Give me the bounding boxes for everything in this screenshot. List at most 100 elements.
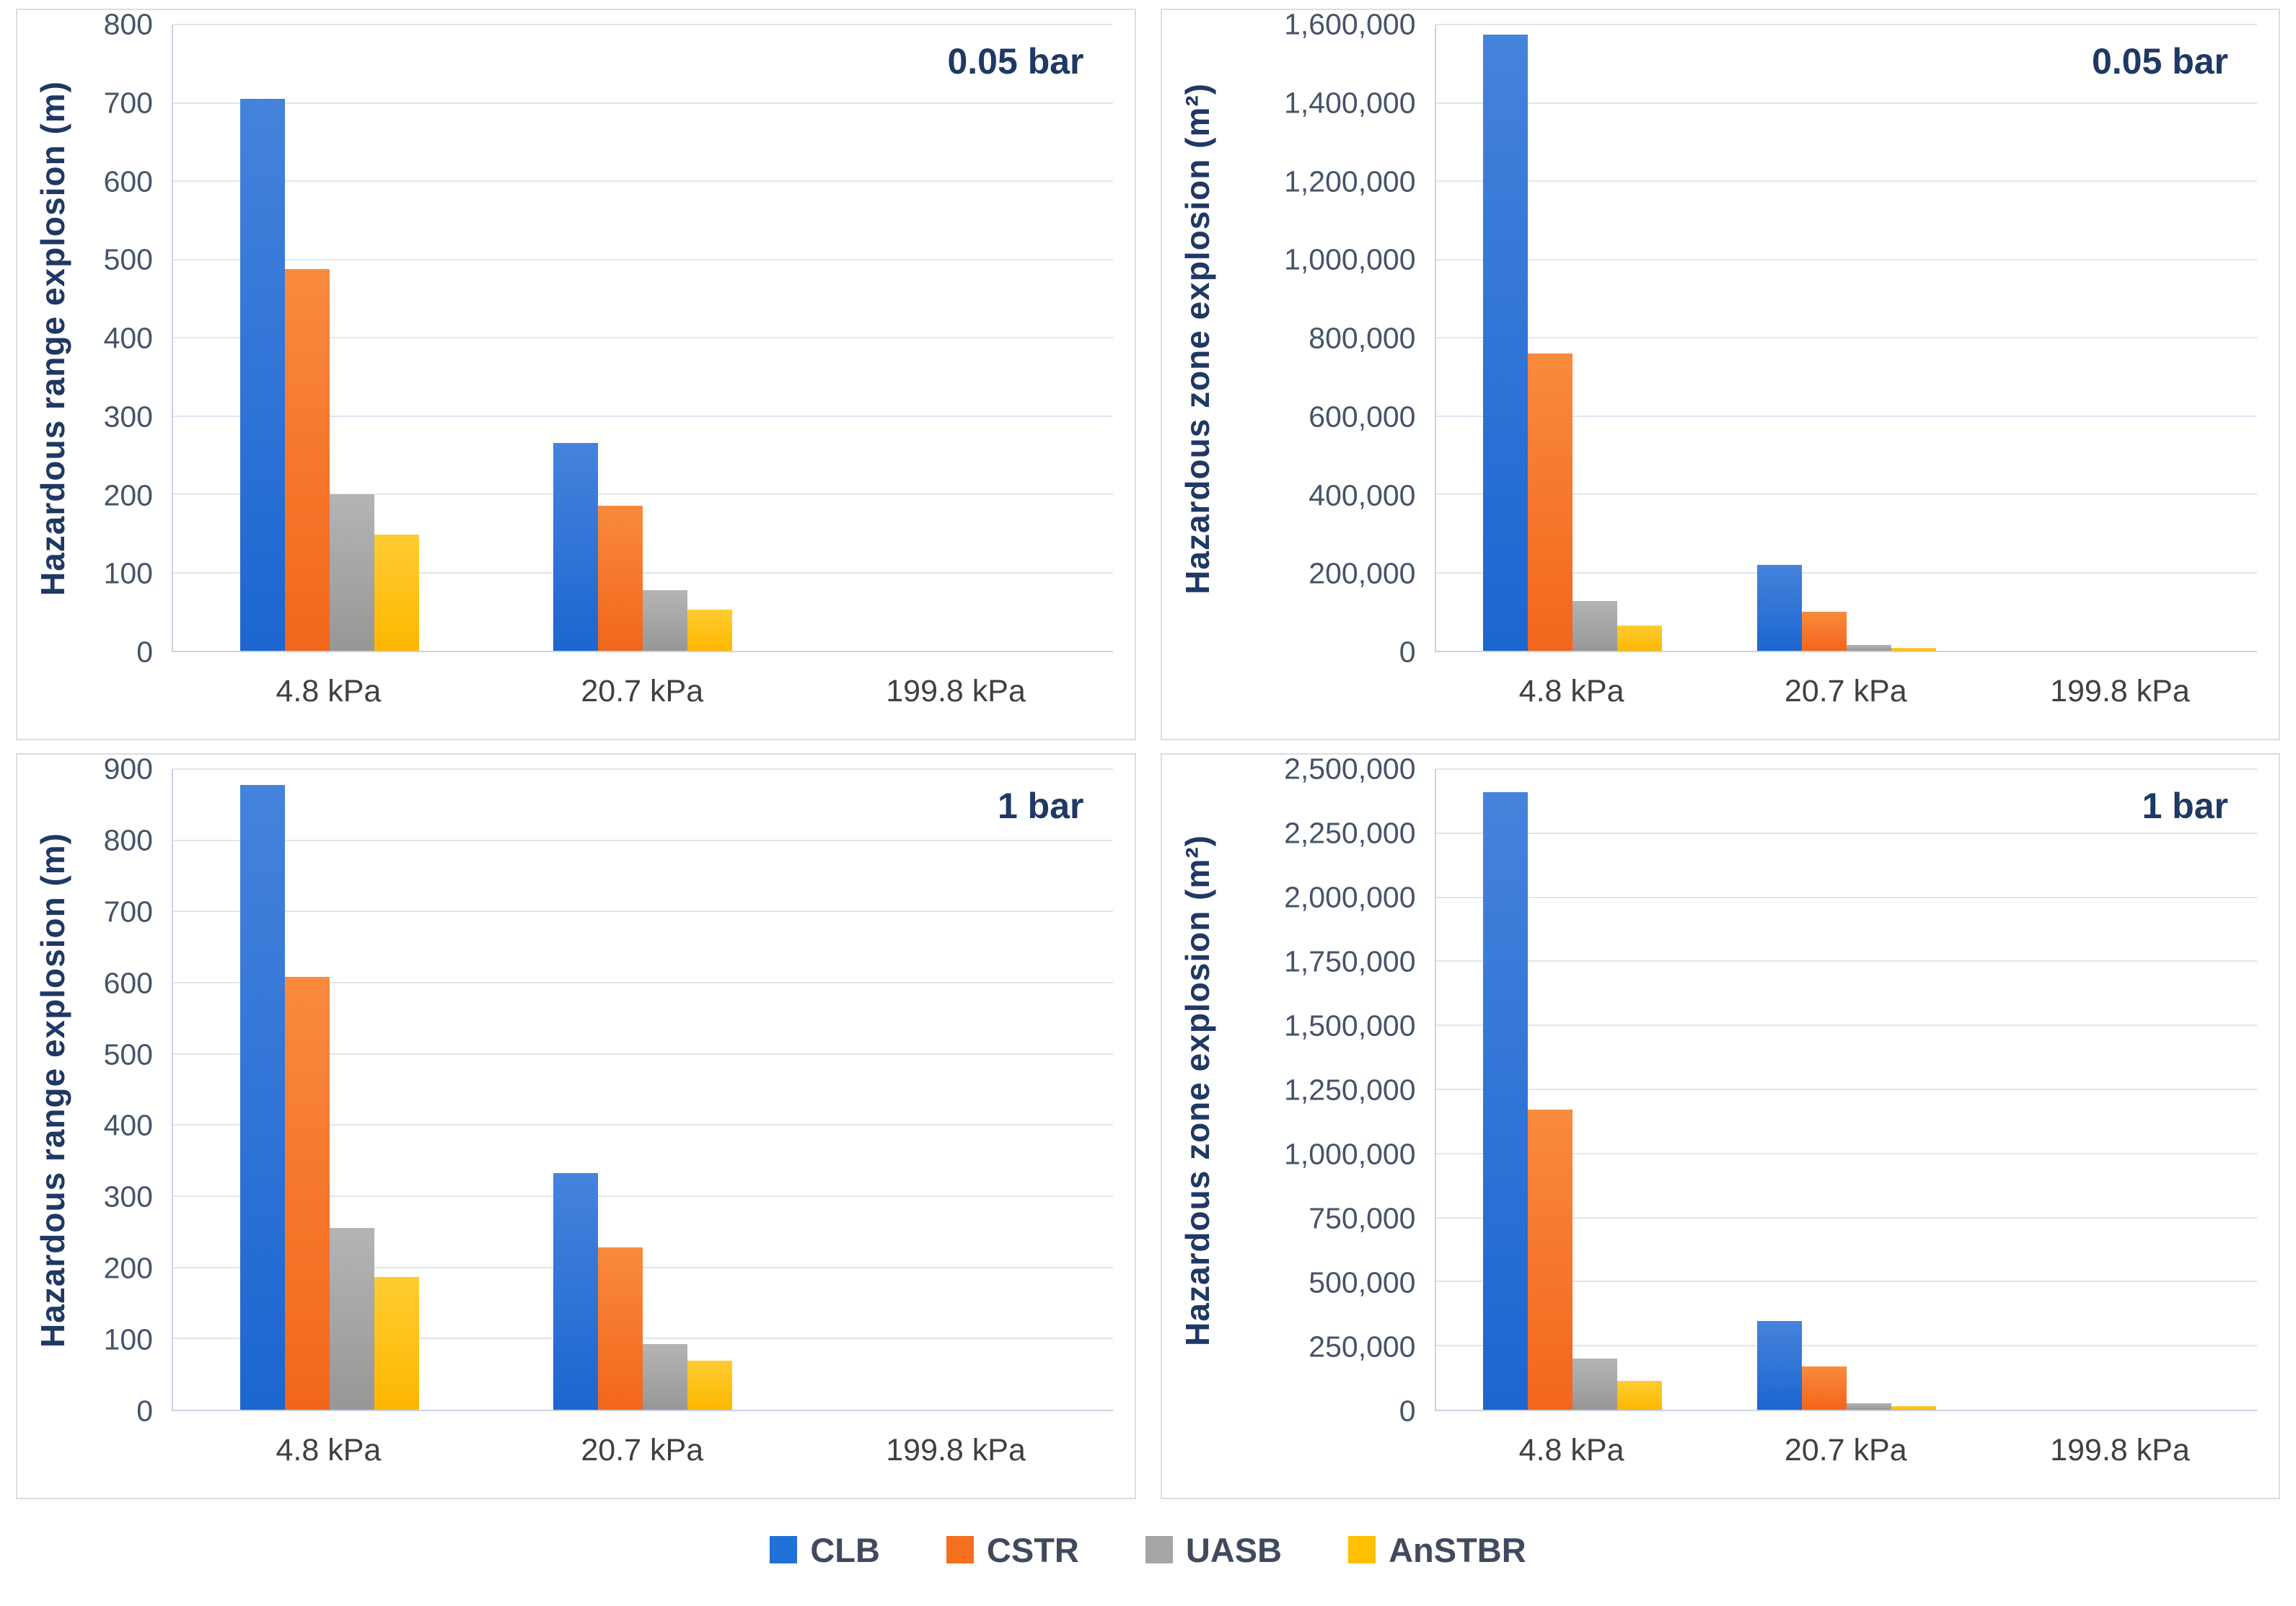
bar-uasb	[1846, 645, 1891, 651]
y-tick-label: 800	[103, 7, 153, 41]
gridline	[173, 571, 1113, 574]
gridline	[1435, 1216, 2257, 1219]
x-axis-labels: 4.8 kPa 20.7 kPa 199.8 kPa	[1435, 1411, 2258, 1489]
y-tick-label: 700	[103, 895, 153, 929]
legend-swatch-cstr	[946, 1536, 974, 1563]
bar-clb	[1483, 34, 1529, 651]
bar-groups	[173, 769, 1113, 1410]
y-tick-label: 900	[103, 752, 153, 786]
legend-item-uasb: UASB	[1145, 1530, 1282, 1570]
gridline	[1435, 102, 2257, 104]
bar-cstr	[1528, 353, 1573, 651]
legend-item-clb: CLB	[770, 1530, 880, 1570]
y-tick-label: 0	[1399, 1394, 1416, 1428]
bar-anstbr	[1891, 647, 1936, 651]
gridline	[173, 981, 1113, 983]
bar-uasb	[1573, 600, 1618, 651]
chart-panel-top-left: Hazardous range explosion (m) 800 700 600 5…	[16, 7, 1136, 740]
gridline	[173, 1266, 1113, 1268]
chart-main: 0.05 bar 4.8 kPa 20.7 kPa 199.8 kPa	[1434, 24, 2257, 730]
x-category-label: 199.8 kPa	[886, 674, 1026, 708]
y-axis-title-text: Hazardous range explosion (m)	[34, 80, 71, 596]
gridline	[1435, 832, 2257, 834]
y-tick-label: 0	[1399, 635, 1416, 669]
chart-legend: CLB CSTR UASB AnSTBR	[0, 1499, 2296, 1600]
y-tick-label: 400	[103, 321, 153, 355]
chart-panel-bottom-right: Hazardous zone explosion (m²) 2,500,000 2…	[1160, 752, 2280, 1499]
y-tick-label: 500,000	[1308, 1265, 1416, 1299]
y-tick-label: 250,000	[1308, 1330, 1416, 1364]
y-tick-label: 1,200,000	[1284, 164, 1416, 198]
bar-group-4.8-kpa	[173, 25, 486, 651]
gridline	[173, 102, 1113, 104]
y-tick-label: 300	[103, 400, 153, 434]
gridline	[1435, 24, 2257, 25]
x-category-label: 20.7 kPa	[581, 1433, 704, 1467]
gridline	[173, 493, 1113, 495]
chart-main: 1 bar 4.8 kPa 20.7 kPa 199.8 kPa	[1434, 768, 2258, 1489]
plot-area: 0.05 bar	[172, 24, 1113, 652]
y-axis-ticks: 1,600,000 1,400,000 1,200,000 1,000,000 800,…	[1224, 8, 1435, 669]
x-category-label: 199.8 kPa	[2050, 1433, 2190, 1467]
gridline	[1435, 896, 2257, 898]
y-tick-label: 100	[103, 1322, 153, 1356]
bar-cstr	[598, 506, 643, 651]
bar-cstr	[1528, 1110, 1573, 1410]
bar-clb	[240, 784, 286, 1410]
y-tick-label: 2,250,000	[1284, 816, 1416, 850]
bar-uasb	[643, 1344, 688, 1410]
y-tick-label: 2,500,000	[1284, 752, 1416, 786]
gridline	[173, 768, 1113, 770]
bar-group-199.8-kpa	[799, 25, 1112, 651]
gridline	[173, 1053, 1113, 1055]
y-axis-title: Hazardous zone explosion (m²)	[1171, 769, 1224, 1411]
chart-panel-bottom-left: Hazardous range explosion (m) 900 800 700 6…	[16, 752, 1136, 1499]
gridline	[1435, 1089, 2257, 1090]
y-axis-title: Hazardous zone explosion (m²)	[1171, 25, 1224, 652]
y-tick-label: 1,000,000	[1284, 1137, 1416, 1171]
bar-clb	[240, 99, 286, 651]
gridline	[173, 839, 1113, 841]
gridline	[1435, 415, 2257, 417]
legend-item-anstbr: AnSTBR	[1348, 1530, 1526, 1570]
y-tick-label: 800	[103, 823, 153, 857]
bar-uasb	[1846, 1403, 1891, 1410]
x-category-label: 4.8 kPa	[276, 674, 382, 708]
gridline	[173, 910, 1113, 913]
x-axis-labels: 4.8 kPa 20.7 kPa 199.8 kPa	[172, 652, 1113, 730]
bar-group-20.7-kpa	[1710, 769, 1984, 1410]
bar-uasb	[330, 1228, 375, 1410]
gridline	[1435, 1281, 2257, 1283]
plot-area: 1 bar	[172, 768, 1113, 1411]
y-tick-label: 1,400,000	[1284, 86, 1416, 120]
bar-anstbr	[1891, 1406, 1936, 1410]
legend-label: CSTR	[986, 1530, 1079, 1569]
gridline	[1435, 180, 2257, 182]
chart-main: 1 bar 4.8 kPa 20.7 kPa 199.8 kPa	[172, 768, 1113, 1489]
charts-grid: Hazardous range explosion (m) 800 700 600 5…	[16, 7, 2280, 1499]
y-tick-label: 200	[103, 1251, 153, 1285]
gridline	[173, 337, 1113, 338]
gridline	[173, 24, 1113, 25]
gridline	[173, 1195, 1113, 1197]
bar-group-4.8-kpa	[173, 769, 486, 1410]
y-tick-label: 500	[103, 1037, 153, 1071]
bar-anstbr	[374, 1276, 420, 1410]
y-tick-label: 200	[103, 478, 153, 512]
gridline	[173, 180, 1113, 182]
gridline	[173, 1124, 1113, 1126]
y-tick-label: 600,000	[1308, 400, 1416, 434]
pressure-annotation: 1 bar	[2142, 786, 2228, 826]
bar-cstr	[598, 1247, 643, 1410]
bar-clb	[1483, 791, 1529, 1410]
x-category-label: 4.8 kPa	[1518, 1433, 1624, 1467]
bar-anstbr	[687, 1360, 733, 1410]
y-axis-title-text: Hazardous zone explosion (m²)	[1178, 82, 1216, 594]
y-tick-label: 750,000	[1308, 1201, 1416, 1235]
y-tick-label: 300	[103, 1180, 153, 1214]
y-tick-label: 700	[103, 86, 153, 120]
x-category-label: 4.8 kPa	[276, 1433, 382, 1467]
legend-swatch-uasb	[1145, 1536, 1173, 1563]
y-axis-title: Hazardous range explosion (m)	[26, 25, 79, 652]
pressure-annotation: 0.05 bar	[947, 41, 1084, 82]
